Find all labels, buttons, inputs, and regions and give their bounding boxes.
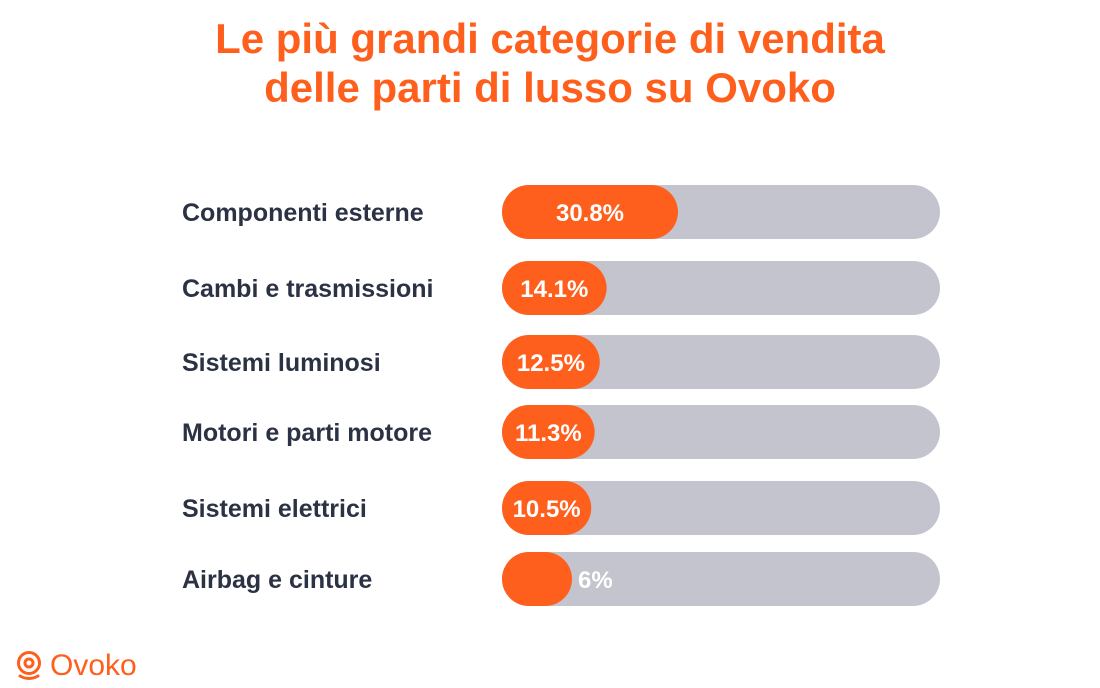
bar bbox=[502, 552, 572, 606]
value-label: 30.8% bbox=[556, 200, 624, 227]
chart-title: Le più grandi categorie di vendita delle… bbox=[0, 14, 1100, 112]
value-label: 6% bbox=[578, 567, 613, 594]
chart-title-line-1: Le più grandi categorie di vendita bbox=[215, 15, 885, 62]
category-label: Airbag e cinture bbox=[182, 566, 372, 594]
bar bbox=[502, 261, 607, 315]
category-label: Componenti esterne bbox=[182, 199, 424, 227]
brand-name: Ovoko bbox=[50, 649, 137, 682]
bar-track bbox=[502, 552, 940, 606]
bar bbox=[502, 335, 600, 389]
category-label: Sistemi luminosi bbox=[182, 349, 381, 377]
brand-logo: Ovoko bbox=[14, 646, 137, 686]
bar-row: Sistemi luminosi 12.5% bbox=[182, 335, 940, 389]
ovoko-logo-icon bbox=[17, 651, 41, 680]
bar-track bbox=[502, 405, 940, 459]
category-label: Cambi e trasmissioni bbox=[182, 275, 433, 303]
bar bbox=[502, 481, 592, 535]
value-label: 10.5% bbox=[513, 496, 581, 523]
bar-row: Sistemi elettrici 10.5% bbox=[182, 481, 940, 535]
value-label: 11.3% bbox=[515, 420, 582, 447]
category-label: Motori e parti motore bbox=[182, 419, 432, 447]
bar-track bbox=[502, 335, 940, 389]
bar-row: Motori e parti motore 11.3% bbox=[182, 405, 940, 459]
bar-track bbox=[502, 261, 940, 315]
value-label: 12.5% bbox=[517, 350, 585, 377]
bar-track bbox=[502, 481, 940, 535]
chart-title-line-2: delle parti di lusso su Ovoko bbox=[264, 64, 836, 111]
bar bbox=[502, 185, 678, 239]
bar bbox=[502, 405, 595, 459]
value-label: 14.1% bbox=[520, 276, 588, 303]
bar-row: Cambi e trasmissioni 14.1% bbox=[182, 261, 940, 315]
category-label: Sistemi elettrici bbox=[182, 495, 367, 523]
bar-row: Airbag e cinture 6% bbox=[182, 552, 940, 606]
bar-row: Componenti esterne 30.8% bbox=[182, 185, 940, 239]
